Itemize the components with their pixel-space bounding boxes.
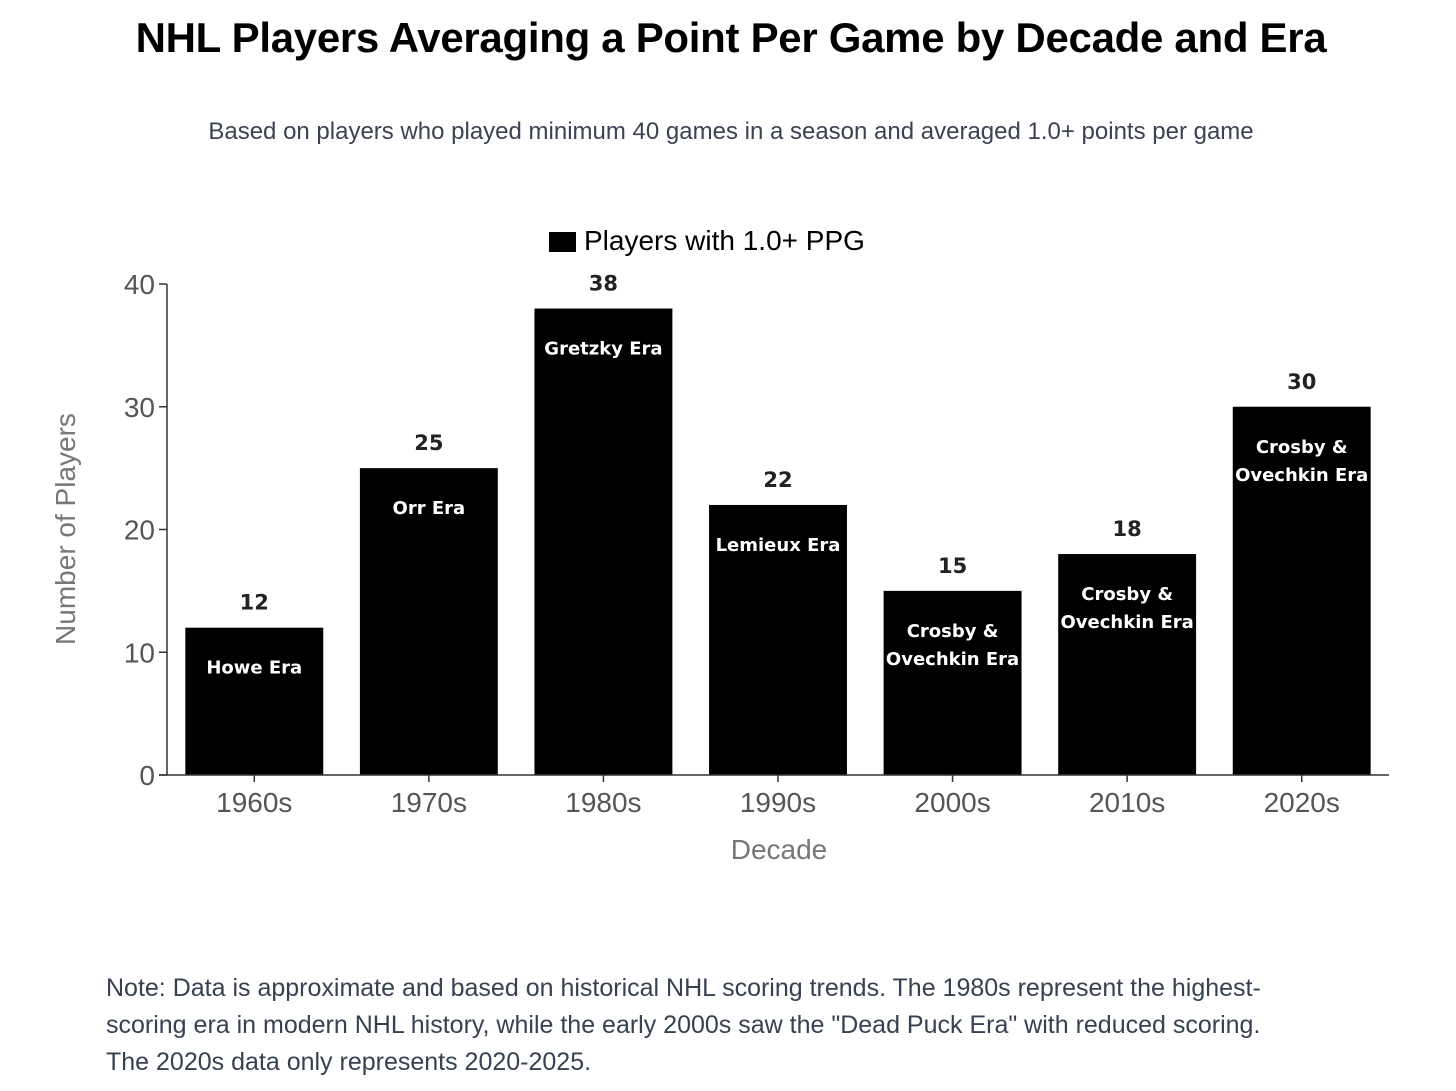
x-tick-label-2000s: 2000s — [914, 787, 990, 818]
y-axis-title: Number of Players — [50, 413, 81, 645]
x-tick-label-1980s: 1980s — [565, 787, 641, 818]
era-label-2020s: Ovechkin Era — [1235, 465, 1368, 486]
bar-1960s — [185, 627, 324, 775]
axes: 1960s 1970s 1980s 1990s 2000s 2010s 2020s 0 10 20… — [124, 269, 1389, 818]
footnote: Note: Data is approximate and based on h… — [106, 974, 1261, 1076]
value-label-1970s: 25 — [414, 431, 443, 455]
y-tick-label-20: 20 — [124, 515, 155, 546]
value-label-1990s: 22 — [763, 468, 792, 492]
chart-title: NHL Players Averaging a Point Per Game b… — [135, 14, 1327, 61]
value-label-1980s: 38 — [589, 272, 618, 296]
era-label-2020s: Crosby & — [1256, 437, 1348, 458]
era-label-1970s: Orr Era — [393, 498, 466, 519]
value-label-2020s: 30 — [1287, 370, 1316, 394]
era-label-1990s: Lemieux Era — [716, 535, 841, 556]
bar-1970s — [359, 468, 498, 775]
era-label-1980s: Gretzky Era — [544, 339, 662, 360]
y-tick-label-40: 40 — [124, 269, 155, 300]
x-tick-label-2020s: 2020s — [1264, 787, 1340, 818]
value-label-2010s: 18 — [1113, 517, 1142, 541]
x-tick-label-1960s: 1960s — [216, 787, 292, 818]
value-label-2000s: 15 — [938, 554, 967, 578]
legend: Players with 1.0+ PPG — [549, 225, 865, 256]
legend-swatch — [549, 232, 576, 252]
y-tick-label-0: 0 — [139, 760, 155, 791]
chart-subtitle: Based on players who played minimum 40 g… — [208, 118, 1254, 145]
y-tick-label-10: 10 — [124, 637, 155, 668]
x-tick-label-2010s: 2010s — [1089, 787, 1165, 818]
era-label-2010s: Crosby & — [1081, 584, 1173, 605]
bars: 12 Howe Era 25 Orr Era 38 Gretzky Era 22 Lemieu… — [185, 272, 1371, 775]
legend-label: Players with 1.0+ PPG — [584, 225, 865, 256]
bar-2010s — [1058, 554, 1197, 775]
era-label-2000s: Ovechkin Era — [886, 649, 1019, 670]
bar-2000s — [883, 590, 1022, 775]
bar-2020s — [1232, 406, 1371, 775]
x-axis-title: Decade — [731, 834, 828, 865]
x-tick-label-1990s: 1990s — [740, 787, 816, 818]
bar-1980s — [534, 308, 673, 775]
value-label-1960s: 12 — [240, 591, 269, 615]
era-label-2010s: Ovechkin Era — [1061, 612, 1194, 633]
y-tick-label-30: 30 — [124, 392, 155, 423]
era-label-1960s: Howe Era — [206, 658, 302, 679]
bar-chart: Players with 1.0+ PPG 12 Howe Era 25 Orr Er… — [50, 225, 1389, 865]
era-label-2000s: Crosby & — [907, 621, 999, 642]
x-tick-label-1970s: 1970s — [391, 787, 467, 818]
bar-1990s — [709, 504, 847, 775]
